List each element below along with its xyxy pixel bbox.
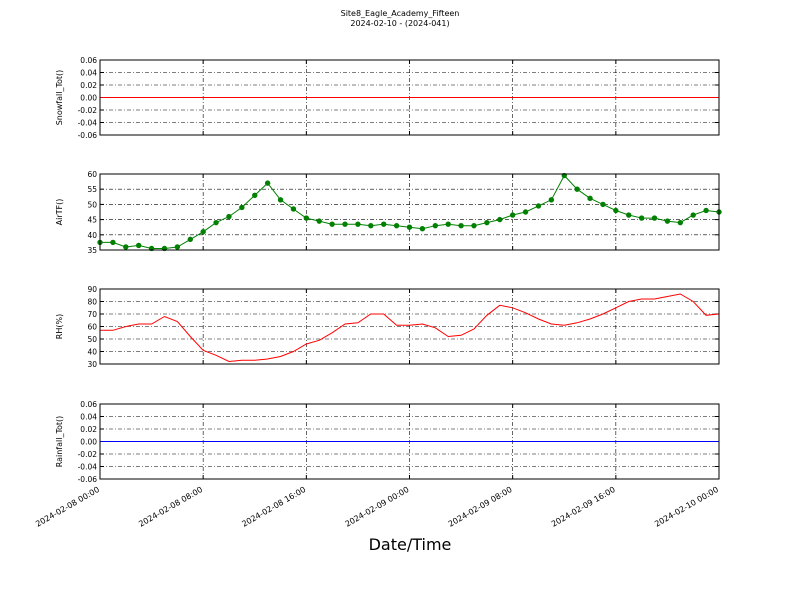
- data-point: [600, 201, 606, 208]
- data-point: [690, 212, 696, 218]
- y-tick-label: -0.02: [78, 450, 98, 459]
- x-tick-label: 2024-02-08 16:00: [240, 485, 307, 529]
- data-point: [239, 204, 245, 211]
- data-point: [226, 213, 232, 220]
- y-axis-label: AirTF(): [55, 199, 64, 226]
- data-point: [574, 186, 580, 192]
- data-point: [368, 222, 374, 229]
- data-point: [277, 197, 284, 203]
- y-tick-label: 0.00: [80, 438, 97, 447]
- data-point: [626, 212, 632, 218]
- y-tick-label: 80: [87, 298, 97, 307]
- data-point: [458, 222, 464, 229]
- data-point: [355, 221, 361, 227]
- data-point: [174, 244, 181, 250]
- data-point: [110, 239, 116, 246]
- y-axis-label: Snowfall_Tot(): [55, 70, 64, 126]
- y-tick-label: 0.02: [80, 425, 97, 434]
- data-point: [522, 209, 529, 215]
- data-point: [535, 203, 542, 209]
- data-point: [497, 216, 503, 223]
- data-point: [471, 222, 477, 229]
- data-point: [703, 207, 709, 214]
- y-tick-label: -0.02: [78, 106, 98, 115]
- y-tick-label: 45: [87, 216, 97, 225]
- y-axis-label: RH(%): [55, 314, 64, 339]
- data-point: [419, 226, 426, 232]
- y-tick-label: -0.06: [78, 475, 98, 484]
- x-tick-label: 2024-02-08 00:00: [34, 485, 101, 529]
- data-point: [509, 212, 516, 218]
- data-point: [187, 236, 193, 243]
- data-point: [587, 195, 593, 202]
- plot-frame: [99, 403, 720, 480]
- y-tick-label: 60: [87, 170, 97, 179]
- data-point: [381, 221, 387, 227]
- chart-subtitle: 2024-02-10 - (2024-041): [350, 19, 449, 28]
- data-point: [393, 222, 400, 229]
- y-tick-label: 55: [87, 185, 97, 194]
- data-point: [445, 221, 451, 227]
- data-point: [677, 219, 684, 226]
- y-tick-label: 40: [87, 231, 97, 240]
- x-tick-label: 2024-02-09 16:00: [550, 485, 617, 529]
- data-point: [213, 219, 219, 226]
- data-point: [290, 206, 297, 212]
- x-tick-label: 2024-02-08 08:00: [137, 485, 204, 529]
- data-point: [406, 224, 413, 230]
- data-point: [200, 229, 206, 235]
- y-tick-label: 90: [87, 285, 97, 294]
- y-tick-label: 0.04: [80, 413, 97, 422]
- plot-frame: [99, 59, 720, 136]
- data-point: [303, 215, 310, 221]
- data-point: [135, 242, 142, 249]
- y-axis-label: Rainfall_Tot(): [55, 416, 64, 468]
- data-line: [100, 293, 720, 363]
- y-tick-label: 0.06: [80, 400, 97, 409]
- y-tick-label: 40: [87, 348, 97, 357]
- data-point: [638, 215, 645, 221]
- y-tick-label: 0.02: [80, 81, 97, 90]
- y-tick-label: 70: [87, 310, 97, 319]
- data-point: [316, 218, 322, 224]
- x-tick-label: 2024-02-10 00:00: [653, 485, 720, 529]
- data-point: [264, 180, 271, 186]
- data-point: [548, 197, 555, 203]
- y-tick-label: -0.04: [78, 119, 98, 128]
- x-axis-label: Date/Time: [369, 535, 452, 554]
- y-tick-label: 50: [87, 200, 97, 209]
- data-point: [484, 219, 490, 226]
- y-tick-label: 60: [87, 323, 97, 332]
- data-point: [252, 192, 258, 198]
- data-point: [664, 218, 671, 224]
- data-point: [123, 244, 129, 250]
- y-tick-label: 30: [87, 360, 97, 369]
- y-tick-label: -0.04: [78, 463, 98, 472]
- data-point: [342, 221, 348, 227]
- y-tick-label: 50: [87, 335, 97, 344]
- y-tick-label: 0.06: [80, 56, 97, 65]
- plot-frame: [99, 288, 720, 365]
- chart-title: Site8_Eagle_Academy_Fifteen: [341, 9, 460, 18]
- x-tick-label: 2024-02-09 08:00: [447, 485, 514, 529]
- data-point: [651, 215, 658, 221]
- x-tick-label: 2024-02-09 00:00: [344, 485, 411, 529]
- plot-frame: [99, 173, 720, 251]
- data-point: [613, 207, 619, 214]
- y-tick-label: 0.04: [80, 69, 97, 78]
- y-tick-label: -0.06: [78, 131, 98, 140]
- data-point: [432, 222, 438, 229]
- y-tick-label: 0.00: [80, 94, 97, 103]
- data-point: [329, 221, 335, 227]
- y-tick-label: 35: [87, 246, 97, 255]
